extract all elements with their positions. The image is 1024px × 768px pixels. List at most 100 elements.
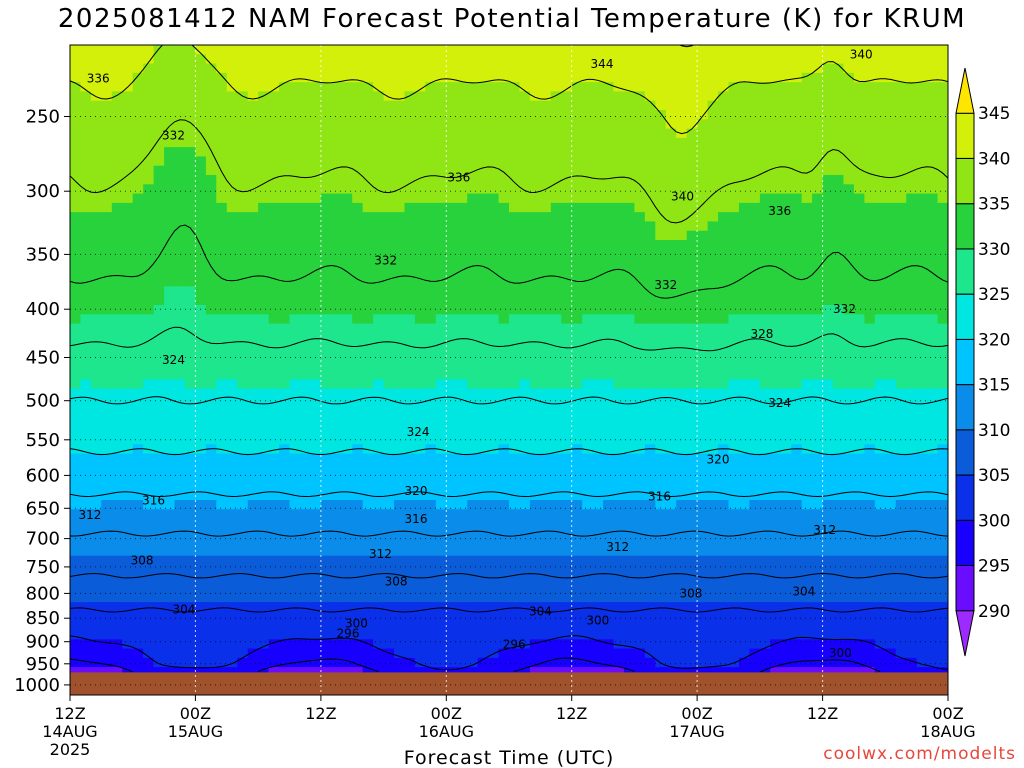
- y-tick-label: 650: [26, 498, 60, 519]
- colorbar-tick-label: 345: [978, 104, 1010, 124]
- x-tick-label: 18AUG: [920, 722, 975, 741]
- colorbar-swatch: [955, 384, 975, 431]
- y-tick-label: 400: [26, 299, 60, 320]
- contour-332: [70, 224, 948, 299]
- contour-label: 336: [87, 72, 110, 86]
- contour-label: 324: [768, 396, 791, 410]
- x-tick-label: 17AUG: [669, 722, 724, 741]
- colorbar-tick-label: 295: [978, 557, 1010, 577]
- contour-308: [70, 572, 948, 579]
- y-axis: 250 300 350 400 450 500 550 600 650 700 750 800 850 9…: [14, 107, 70, 696]
- contour-328: [70, 326, 948, 352]
- contour-324: [70, 396, 948, 405]
- colorbar-swatch: [955, 67, 975, 114]
- contour-label: 300: [586, 614, 609, 628]
- colorbar-swatch: [955, 293, 975, 340]
- x-tick-label: 15AUG: [168, 722, 223, 741]
- colorbar-swatch: [955, 112, 975, 159]
- chart-title: 2025081412 NAM Forecast Potential Temper…: [57, 4, 967, 34]
- x-tick-label: 00Z: [932, 704, 963, 723]
- colorbar-tick-label: 335: [978, 195, 1010, 215]
- colorbar-tick-label: 320: [978, 330, 1010, 350]
- x-tick-label: 12Z: [54, 704, 85, 723]
- contour-label: 308: [131, 553, 154, 567]
- theta-contours: [70, 45, 948, 673]
- contour-labels: 336 332 336 344 340 340 336 332 332 332 328 324 324 3…: [78, 48, 872, 660]
- x-tick-label: 12Z: [807, 704, 838, 723]
- colorbar-swatch: [955, 158, 975, 205]
- contour-label: 304: [529, 604, 552, 618]
- contour-340: [70, 45, 948, 135]
- contour-label: 300: [829, 646, 852, 660]
- contour-label: 312: [813, 523, 836, 537]
- contour-label: 316: [405, 512, 428, 526]
- x-tick-label: 14AUG: [42, 722, 97, 741]
- contour-label: 312: [78, 508, 101, 522]
- contour-label: 332: [654, 278, 677, 292]
- contour-label: 340: [671, 190, 694, 204]
- colorbar-tick-label: 330: [978, 240, 1010, 260]
- y-tick-label: 750: [26, 557, 60, 578]
- contour-label: 300: [345, 617, 368, 631]
- y-tick-label: 250: [26, 107, 60, 128]
- colorbar-swatch: [955, 474, 975, 521]
- contour-label: 328: [750, 327, 773, 341]
- colorbar-tick-label: 325: [978, 285, 1010, 305]
- credit-text: coolwx.com/modelts: [823, 744, 1016, 764]
- y-tick-label: 1000: [14, 675, 60, 696]
- colorbar-tick-label: 315: [978, 376, 1010, 396]
- contour-label: 332: [162, 129, 185, 143]
- ground-surface: [70, 672, 948, 695]
- contour-336: [70, 119, 948, 224]
- contour-label: 308: [679, 586, 702, 600]
- contour-label: 344: [591, 57, 614, 71]
- colorbar-swatch: [955, 248, 975, 295]
- y-tick-label: 600: [26, 465, 60, 486]
- contour-label: 332: [833, 302, 856, 316]
- contour-label: 316: [142, 494, 165, 508]
- x-tick-label: 2025: [50, 740, 91, 759]
- colorbar-swatch: [955, 429, 975, 476]
- x-tick-label: 00Z: [431, 704, 462, 723]
- colorbar-tick-label: 300: [978, 511, 1010, 531]
- contour-label: 320: [405, 484, 428, 498]
- contour-label: 336: [447, 170, 470, 184]
- contour-label: 296: [503, 637, 526, 651]
- contour-label: 316: [648, 490, 671, 504]
- colorbar-tick-label: 310: [978, 421, 1010, 441]
- y-tick-label: 950: [26, 654, 60, 675]
- contour-296: [70, 657, 881, 673]
- contour-label: 304: [792, 584, 815, 598]
- colorbar-swatch: [955, 338, 975, 386]
- contour-304: [70, 607, 948, 613]
- colorbar-tick-label: 305: [978, 466, 1010, 486]
- colorbar-swatch: [955, 203, 975, 250]
- contour-label: 296: [337, 626, 360, 640]
- y-tick-label: 300: [26, 181, 60, 202]
- theta-shading: [70, 45, 948, 695]
- x-tick-label: 00Z: [180, 704, 211, 723]
- plot-frame: [69, 44, 949, 696]
- y-tick-label: 800: [26, 583, 60, 604]
- grid-lines: [70, 45, 948, 695]
- colorbar-tick-label: 290: [978, 602, 1010, 622]
- contour-label: 340: [850, 48, 873, 62]
- contour-label: 308: [385, 574, 408, 588]
- y-tick-label: 900: [26, 632, 60, 653]
- contour-320: [70, 448, 948, 456]
- colorbar-tick-label: 340: [978, 150, 1010, 170]
- contour-label: 324: [407, 425, 430, 439]
- y-tick-label: 550: [26, 430, 60, 451]
- contour-label: 332: [374, 253, 397, 267]
- contour-label: 320: [707, 452, 730, 466]
- contour-label: 304: [172, 603, 195, 617]
- colorbar-swatch: [955, 565, 975, 612]
- x-tick-label: 12Z: [556, 704, 587, 723]
- contour-316: [70, 491, 948, 498]
- x-tick-label: 16AUG: [419, 722, 474, 741]
- x-axis-title: Forecast Time (UTC): [404, 747, 614, 768]
- contour-label: 312: [606, 540, 629, 554]
- ground: [70, 672, 948, 695]
- contour-300: [70, 635, 948, 671]
